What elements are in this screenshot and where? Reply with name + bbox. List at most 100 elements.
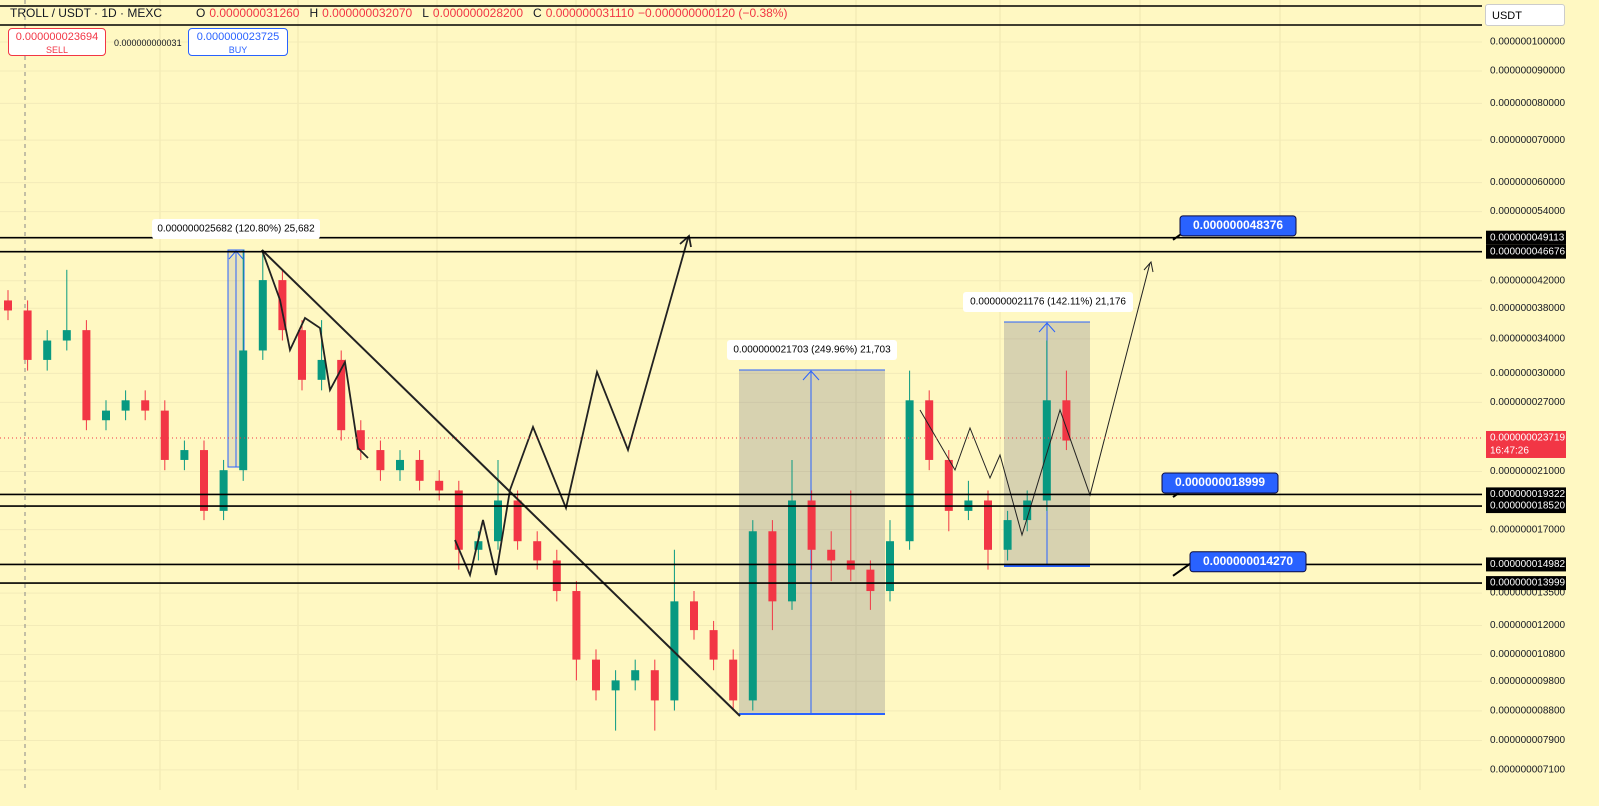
last-price-label: 0.000000023719	[1490, 433, 1566, 444]
candle-body	[415, 459, 424, 481]
candle-body	[513, 500, 522, 542]
measure-boxes	[227, 249, 1090, 715]
buy-label: BUY	[228, 45, 248, 55]
zigzag	[261, 249, 369, 459]
price-axis	[1483, 0, 1599, 806]
candle-body	[278, 280, 287, 331]
y-tick-label: 0.000000038000	[1490, 303, 1566, 314]
y-tick-label: 0.000000100000	[1490, 37, 1566, 48]
candle-body	[611, 680, 620, 691]
y-tick-label: 0.000000007900	[1490, 735, 1566, 746]
candle-body	[82, 330, 91, 421]
callout-label: 0.000000018999	[1175, 475, 1265, 489]
sell-label: SELL	[45, 45, 69, 55]
y-tick-label: 0.000000030000	[1490, 368, 1566, 379]
candle-body	[748, 531, 757, 701]
price-tag-label: 0.000000046676	[1490, 246, 1566, 257]
candle-body	[572, 591, 581, 660]
candle-body	[729, 659, 738, 701]
candle-body	[23, 310, 32, 360]
price-tag-label: 0.000000018520	[1490, 501, 1566, 512]
price-tag	[1486, 487, 1566, 502]
arrowhead	[679, 234, 692, 248]
candle-body	[121, 400, 130, 411]
candle-body	[807, 500, 816, 550]
price-tag	[1486, 576, 1566, 591]
y-tick-label: 0.000000054000	[1490, 206, 1566, 217]
y-tick-label: 0.000000009800	[1490, 676, 1566, 687]
callout-label: 0.000000014270	[1203, 554, 1293, 568]
y-tick-label: 0.000000070000	[1490, 135, 1566, 146]
trend-line	[261, 249, 741, 717]
candle-body	[1042, 400, 1051, 501]
candle-body	[298, 330, 306, 380]
y-tick-label: 0.000000042000	[1490, 275, 1566, 286]
price-tag-label: 0.000000019322	[1490, 489, 1566, 500]
candle-body	[396, 459, 404, 471]
grid	[0, 0, 1482, 790]
candle-body	[258, 280, 267, 351]
candle-body	[1023, 500, 1032, 521]
change: −0.000000000120 (−0.38%)	[638, 6, 788, 20]
y-tick-label: 0.000000060000	[1490, 177, 1566, 188]
annotation-labels: 0.000000025682 (120.80%) 25,682 0.000000…	[152, 219, 1133, 360]
countdown: 16:47:26	[1490, 446, 1529, 457]
measure-arrowhead	[1038, 322, 1056, 333]
callout-label: 0.000000048376	[1193, 218, 1283, 232]
candle-body	[925, 400, 934, 460]
last-price-tag	[1486, 430, 1566, 458]
candle-body	[650, 670, 659, 701]
candle-body	[690, 601, 698, 631]
candle-body	[102, 410, 110, 421]
candle-body	[984, 500, 992, 550]
spread: 0.000000000031	[114, 38, 182, 48]
currency-select[interactable]: USDT	[1485, 4, 1565, 26]
drawings	[261, 234, 1154, 717]
candle-body	[886, 541, 894, 592]
candle-body	[219, 470, 228, 511]
y-tick-label: 0.000000080000	[1490, 98, 1566, 109]
candle-body	[631, 670, 640, 681]
price-tag-label: 0.000000013999	[1490, 578, 1566, 589]
symbol[interactable]: TROLL / USDT · 1D · MEXC	[10, 6, 163, 20]
annotation: 0.000000021703 (249.96%) 21,703	[733, 345, 891, 356]
projection	[919, 262, 1151, 537]
levels: 0.000000048376 0.000000018999 0.0000000142…	[0, 215, 1482, 584]
candle-body	[533, 541, 542, 561]
candle-body	[435, 480, 444, 491]
y-tick-label: 0.000000017000	[1490, 524, 1566, 535]
annotation-box	[727, 340, 897, 360]
candle-body	[141, 400, 150, 411]
price-tag-label: 0.000000049113	[1490, 232, 1565, 243]
measure-arrowhead	[802, 370, 820, 381]
y-tick-label: 0.000000021000	[1490, 466, 1566, 477]
axis: 0.000000100000 0.000000090000 0.0000000800…	[1486, 37, 1566, 776]
ohlc-value: 0.000000031110	[545, 6, 634, 20]
buy-button[interactable]: 0.000000023725 BUY	[188, 28, 288, 56]
callout-box	[1161, 472, 1279, 494]
candle-body	[866, 569, 875, 592]
sell-price: 0.000000023694	[15, 31, 99, 43]
ohlc-value: 0.000000028200	[432, 6, 524, 20]
price-tag	[1486, 499, 1566, 514]
candle-body	[43, 340, 52, 360]
price-tag	[1486, 557, 1566, 572]
candle-body	[905, 400, 914, 542]
ohlc-value: 0.000000032070	[322, 6, 413, 20]
price-tag	[1486, 230, 1566, 245]
sell-button[interactable]: 0.000000023694 SELL	[8, 28, 106, 56]
candle-body	[62, 330, 71, 341]
ohlc-key: C	[533, 6, 542, 20]
y-tick-label: 0.000000007100	[1490, 765, 1566, 776]
candle-body	[160, 410, 169, 460]
candle-body	[1003, 520, 1012, 550]
price-tag	[1486, 244, 1566, 259]
candle-body	[376, 450, 385, 471]
y-tick-label: 0.000000034000	[1490, 334, 1566, 345]
arrowhead	[1143, 260, 1154, 273]
y-tick-label: 0.000000008800	[1490, 705, 1566, 716]
candle-body	[454, 490, 463, 550]
candle-body	[180, 450, 189, 460]
